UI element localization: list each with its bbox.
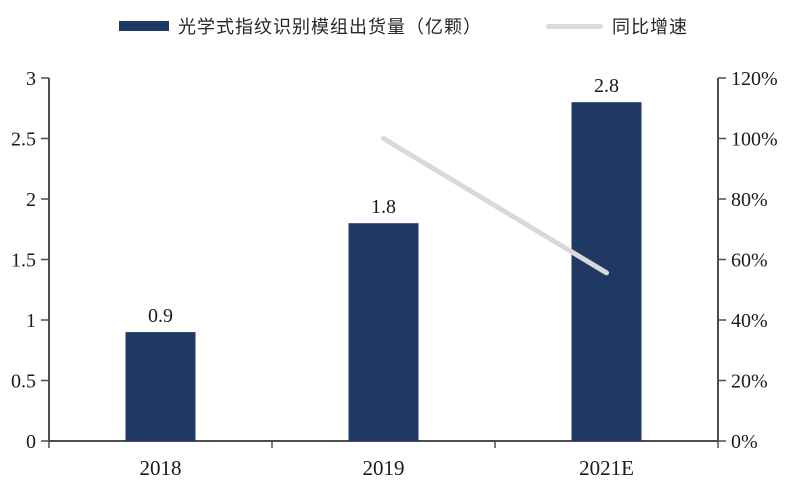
legend-bar-swatch: [119, 21, 169, 31]
left-axis-tick-label: 0: [26, 431, 36, 453]
bar-2019: [348, 223, 419, 441]
growth-line: [381, 136, 609, 276]
x-axis-category-label: 2021E: [579, 456, 634, 480]
x-axis-category-label: 2019: [363, 456, 405, 480]
legend-label-growth: 同比增速: [612, 17, 688, 37]
right-axis-tick-label: 60%: [731, 250, 768, 272]
legend-label-shipments: 光学式指纹识别模组出货量（亿颗）: [178, 17, 482, 37]
legend-line-swatch: [546, 23, 603, 29]
bar-2018: [125, 332, 196, 441]
right-axis-tick-label: 80%: [731, 189, 768, 211]
right-axis-tick-label: 100%: [731, 129, 778, 151]
right-axis-tick-label: 20%: [731, 371, 768, 393]
right-axis-tick-label: 0%: [731, 431, 758, 453]
bar-value-label: 2.8: [594, 75, 619, 97]
x-axis-category-label: 2018: [140, 456, 182, 480]
bar-value-label: 0.9: [148, 305, 173, 327]
left-axis-tick-label: 2.5: [11, 129, 36, 151]
left-axis-tick-label: 2: [26, 189, 36, 211]
legend-item-growth: 同比增速: [546, 13, 688, 39]
left-axis-tick-label: 3: [26, 68, 36, 90]
legend-item-shipments: 光学式指纹识别模组出货量（亿颗）: [119, 13, 482, 39]
right-axis-tick-label: 40%: [731, 310, 768, 332]
left-axis-tick-label: 1: [26, 310, 36, 332]
bar-value-label: 1.8: [371, 196, 396, 218]
left-axis-tick-label: 1.5: [11, 250, 36, 272]
left-axis-tick-label: 0.5: [11, 371, 36, 393]
right-axis-tick-label: 120%: [731, 68, 778, 90]
